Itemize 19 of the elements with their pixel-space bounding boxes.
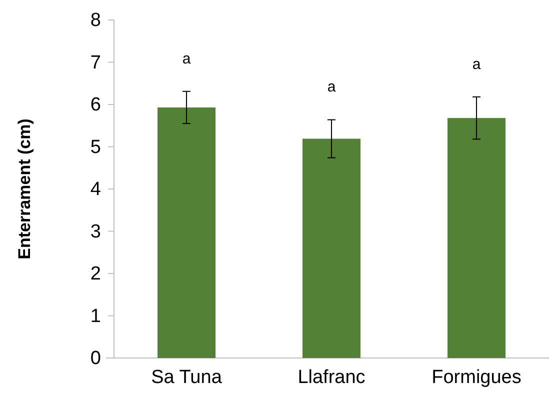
y-tick-label: 8	[90, 10, 101, 32]
annotation: a	[327, 78, 336, 96]
bar	[302, 138, 360, 358]
x-tick-label: Llafranc	[298, 367, 366, 388]
y-tick-label: 4	[90, 179, 102, 200]
bar	[158, 107, 216, 358]
y-axis-title: Enterrament (cm)	[15, 118, 34, 260]
y-tick-label: 6	[90, 94, 101, 116]
annotation: a	[182, 50, 192, 68]
x-tick-label: Formigues	[432, 367, 522, 388]
y-tick-label: 0	[90, 348, 101, 370]
annotation: a	[472, 56, 482, 73]
y-tick-label: 2	[90, 264, 101, 285]
x-tick-label: Sa Tuna	[151, 367, 222, 388]
y-tick-label: 7	[90, 52, 101, 74]
bar	[448, 118, 506, 358]
y-tick-label: 5	[90, 136, 101, 158]
y-tick-label: 1	[90, 306, 101, 327]
y-tick-label: 3	[90, 221, 101, 242]
